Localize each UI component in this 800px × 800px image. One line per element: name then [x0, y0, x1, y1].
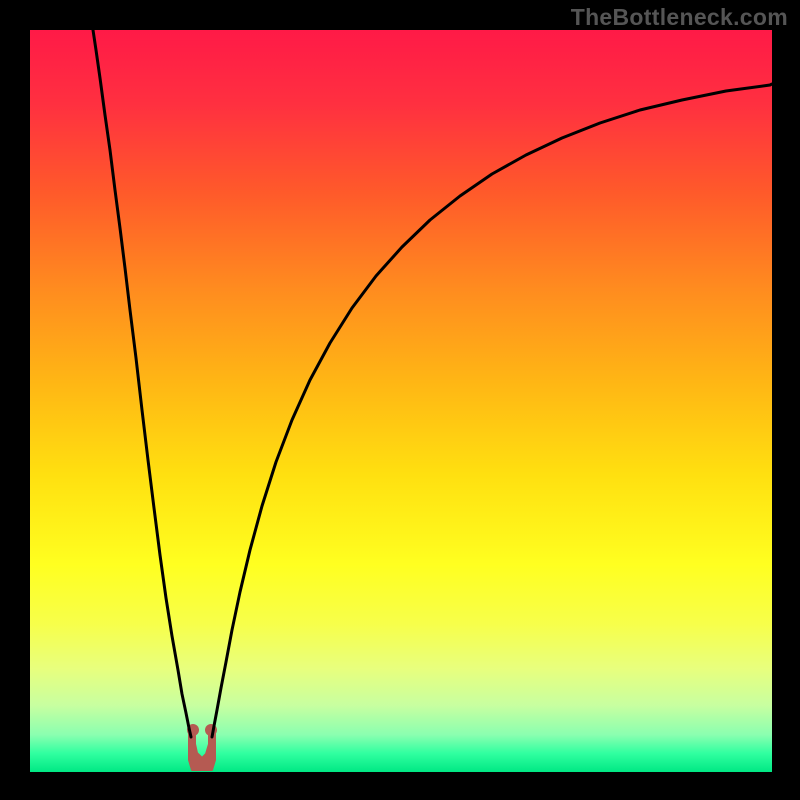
- chart-root: TheBottleneck.com: [0, 0, 800, 800]
- plot-area: [30, 30, 772, 772]
- plot-svg: [30, 30, 772, 772]
- watermark-text: TheBottleneck.com: [571, 4, 788, 31]
